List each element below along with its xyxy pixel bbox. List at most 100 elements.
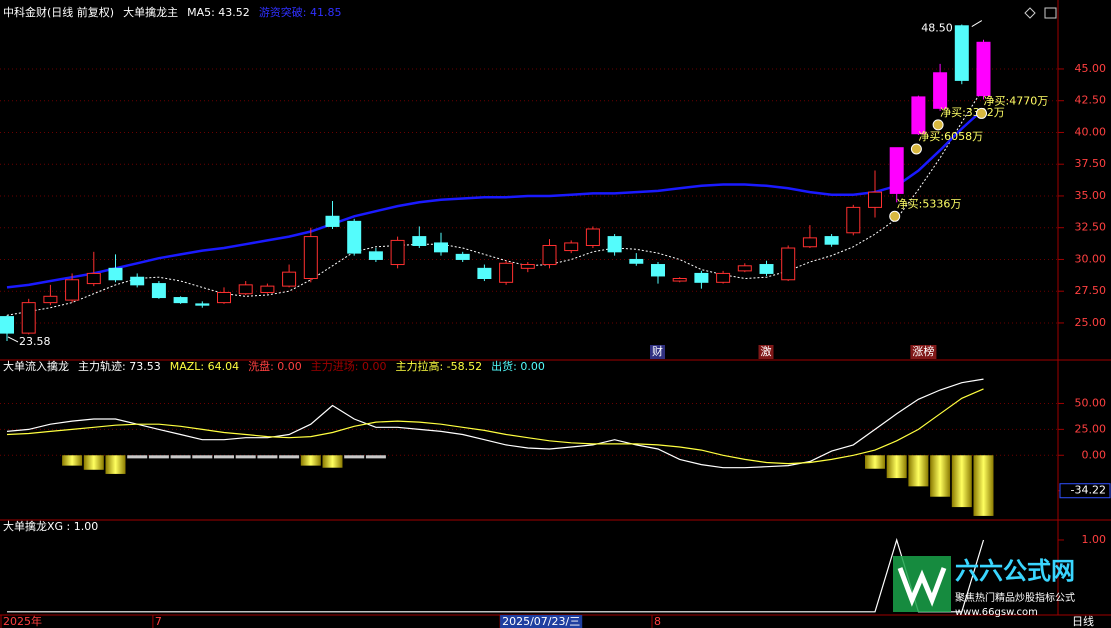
y-tick-label: 40.00 bbox=[1075, 125, 1107, 138]
bar bbox=[300, 455, 321, 466]
bar bbox=[279, 455, 300, 459]
candle-body bbox=[412, 236, 427, 246]
x-cursor-box bbox=[500, 615, 583, 628]
candle-body bbox=[282, 271, 297, 287]
candle-body bbox=[108, 267, 123, 281]
y-tick-label: 25.00 bbox=[1075, 422, 1107, 435]
bar bbox=[214, 455, 234, 459]
panel-header: 游资突破: 41.85 bbox=[259, 5, 342, 19]
line-series bbox=[6, 378, 984, 469]
y-tick-label: 27.50 bbox=[1075, 284, 1107, 297]
x-tick-label: 7 bbox=[155, 615, 162, 628]
candle-body bbox=[694, 272, 709, 283]
logo: 六六公式网 聚焦热门精品炒股指标公式 www.66gsw.com bbox=[893, 556, 1075, 618]
panel-header: 主力轨迹: 73.53 bbox=[78, 359, 161, 373]
candle-body bbox=[325, 215, 340, 227]
bar bbox=[235, 455, 256, 459]
icon[interactable] bbox=[1044, 7, 1057, 19]
y-tick-label: 37.50 bbox=[1075, 157, 1107, 170]
candle-body bbox=[21, 302, 36, 334]
net-buy-coin bbox=[932, 119, 944, 131]
candle-body bbox=[151, 283, 166, 299]
candle-body bbox=[390, 239, 405, 266]
candle-body bbox=[499, 262, 514, 283]
candle-body bbox=[781, 247, 796, 281]
net-buy-label: 净买:4770万 bbox=[984, 93, 1049, 107]
bar bbox=[365, 455, 386, 459]
bar bbox=[170, 455, 191, 459]
candle-body bbox=[477, 267, 492, 280]
bar bbox=[148, 455, 169, 459]
bar bbox=[62, 455, 83, 466]
bar bbox=[908, 455, 929, 487]
bar bbox=[257, 455, 278, 459]
candle-body bbox=[173, 297, 188, 304]
candle-body bbox=[0, 316, 14, 334]
y-tick-label: 35.00 bbox=[1075, 189, 1107, 202]
y-tick-label: -34.22 bbox=[1071, 484, 1106, 497]
candle-body bbox=[976, 41, 991, 97]
bar bbox=[83, 455, 104, 470]
bar bbox=[930, 455, 951, 497]
candle-body bbox=[217, 291, 231, 304]
x-tick-label: 2025/07/23/三 bbox=[502, 615, 580, 628]
candle-body bbox=[65, 279, 80, 301]
period-label: 日线 bbox=[1072, 614, 1094, 628]
y-tick-label: 32.50 bbox=[1075, 221, 1107, 234]
line-series bbox=[6, 388, 984, 465]
high-arrow bbox=[971, 20, 983, 27]
x-tick-label: 8 bbox=[654, 615, 661, 628]
candle-body bbox=[303, 236, 318, 280]
event-box bbox=[650, 345, 665, 359]
candle-body bbox=[368, 251, 383, 260]
bar bbox=[344, 455, 365, 459]
panel-header: MAZL: 64.04 bbox=[170, 360, 239, 373]
logo-url: www.66gsw.com bbox=[955, 607, 1038, 618]
candle-body bbox=[86, 272, 101, 285]
line-series bbox=[6, 108, 985, 289]
candle-body bbox=[520, 264, 535, 269]
x-tick-label: 2025年 bbox=[3, 614, 42, 628]
high-label: 48.50 bbox=[921, 22, 953, 35]
candle-body bbox=[585, 228, 600, 246]
bar bbox=[322, 455, 343, 468]
panel-header: 主力拉高: -58.52 bbox=[395, 359, 482, 373]
net-buy-coin bbox=[910, 143, 922, 155]
low-arrow bbox=[7, 336, 19, 343]
panel-header: 洗盘: 0.00 bbox=[248, 359, 302, 373]
candle-body bbox=[716, 272, 731, 283]
candle-body bbox=[542, 244, 557, 266]
candle-body bbox=[651, 264, 665, 277]
event-box bbox=[758, 345, 774, 359]
icon[interactable] bbox=[1024, 7, 1036, 19]
candle-body bbox=[889, 147, 904, 194]
candle-body bbox=[455, 253, 470, 260]
y-tick-label: 30.00 bbox=[1075, 252, 1107, 265]
y-tick-label: 1.00 bbox=[1082, 533, 1107, 546]
y-value-box bbox=[1059, 483, 1111, 499]
logo-name: 六六公式网 bbox=[955, 557, 1075, 585]
candle-body bbox=[130, 276, 145, 286]
panel-header: 主力进场: 0.00 bbox=[311, 359, 387, 373]
candle-body bbox=[195, 303, 210, 306]
candle-body bbox=[911, 96, 926, 135]
panel-header: MA5: 43.52 bbox=[187, 6, 250, 19]
bar bbox=[973, 455, 994, 516]
logo-slogan: 聚焦热门精品炒股指标公式 bbox=[955, 591, 1075, 604]
candle-body bbox=[672, 278, 687, 282]
y-tick-label: 42.50 bbox=[1075, 94, 1107, 107]
candle-body bbox=[868, 191, 882, 208]
net-buy-label: 净买:5336万 bbox=[897, 196, 962, 210]
candle-body bbox=[759, 264, 774, 274]
candle-body bbox=[737, 265, 752, 272]
candle-body bbox=[824, 236, 839, 245]
panel-header: 大单擒龙XG : 1.00 bbox=[3, 519, 98, 533]
bar bbox=[886, 455, 907, 479]
event-label: 财 bbox=[652, 344, 663, 358]
bar bbox=[865, 455, 885, 469]
net-buy-coin bbox=[889, 210, 901, 222]
y-tick-label: 45.00 bbox=[1075, 62, 1107, 75]
